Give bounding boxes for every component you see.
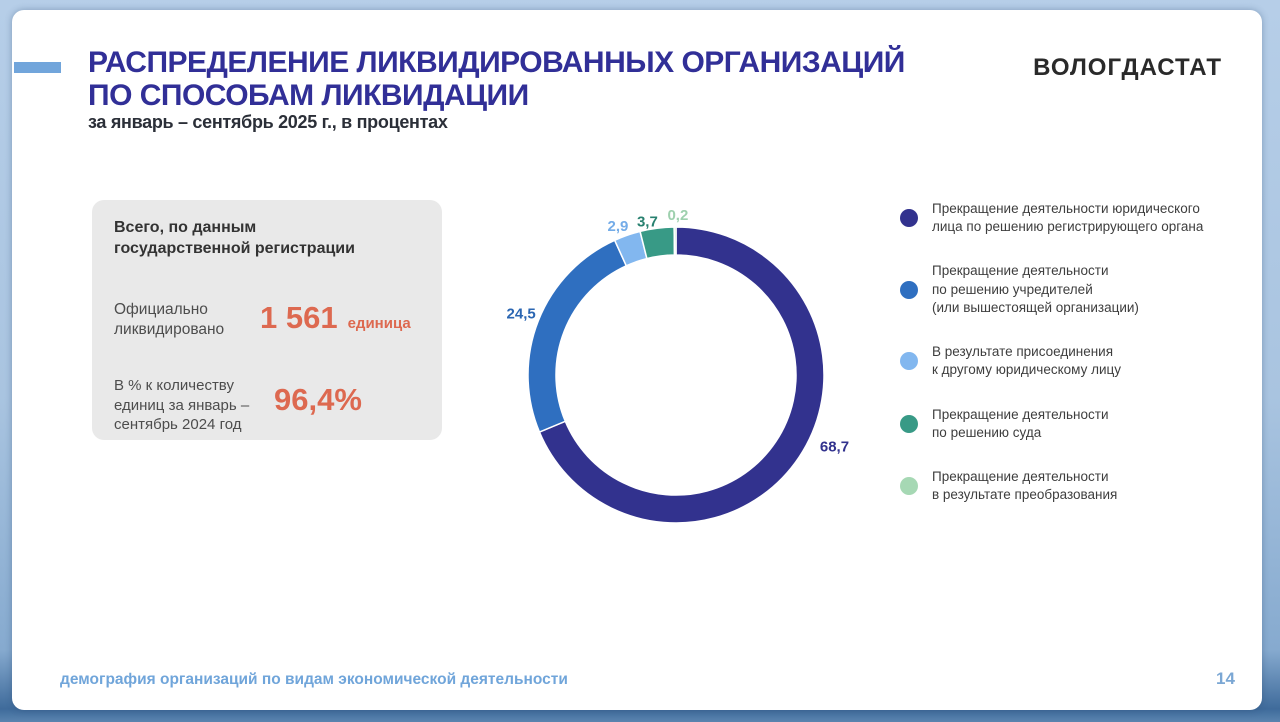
- accent-dash: [14, 62, 61, 73]
- legend-label: Прекращение деятельности по решению учре…: [932, 263, 1139, 315]
- legend-dot: [900, 414, 918, 433]
- legend-label: Прекращение деятельности юридического ли…: [932, 201, 1204, 235]
- donut-segment: [673, 226, 677, 256]
- page-title: РАСПРЕДЕЛЕНИЕ ЛИКВИДИРОВАННЫХ ОРГАНИЗАЦИ…: [88, 46, 918, 112]
- footer-text: демография организаций по видам экономич…: [60, 671, 568, 688]
- legend-label: Прекращение деятельности в результате пр…: [932, 468, 1118, 503]
- liquidated-label: Официально ликвидировано: [114, 301, 225, 339]
- legend-item: В результате присоединения к другому юри…: [900, 343, 1230, 379]
- liquidated-number: 1 561: [260, 300, 338, 335]
- liquidated-value: 1 561 единица: [260, 300, 411, 336]
- donut-value-label: 0,2: [667, 207, 688, 224]
- vologdastat-logo: ВОЛОГДАСТАТ: [1033, 54, 1222, 81]
- legend-dot: [900, 352, 918, 371]
- donut-value-label: 3,7: [637, 213, 658, 230]
- legend-item: Прекращение деятельности по решению суда: [900, 406, 1230, 442]
- page-number: 14: [1216, 669, 1235, 688]
- donut-segment: [527, 239, 628, 434]
- legend-label: Прекращение деятельности по решению суда: [932, 406, 1109, 440]
- summary-card-heading: Всего, по данным государственной регистр…: [114, 219, 355, 257]
- legend-label: В результате присоединения к другому юри…: [932, 344, 1121, 378]
- donut-svg: 68,7 24,5 2,9 3,7 0,2: [507, 207, 849, 524]
- page-subtitle: за январь – сентябрь 2025 г., в процента…: [88, 112, 448, 132]
- donut-value-label: 68,7: [820, 439, 849, 456]
- legend-dot: [900, 280, 918, 299]
- donut-segment: [639, 226, 676, 260]
- donut-chart: 68,7 24,5 2,9 3,7 0,2: [476, 175, 876, 575]
- page-title-line1: РАСПРЕДЕЛЕНИЕ ЛИКВИДИРОВАННЫХ ОРГАНИЗАЦИ…: [88, 46, 905, 79]
- summary-card: Всего, по данным государственной регистр…: [92, 200, 442, 440]
- legend-item: Прекращение деятельности по решению учре…: [900, 262, 1230, 317]
- legend-dot: [900, 477, 918, 496]
- legend-item: Прекращение деятельности в результате пр…: [900, 468, 1230, 504]
- legend-item: Прекращение деятельности юридического ли…: [900, 200, 1230, 236]
- legend-dot: [900, 209, 918, 228]
- donut-segment: [538, 226, 825, 524]
- percent-label: В % к количеству единиц за январь – сент…: [114, 377, 250, 433]
- percent-value: 96,4%: [274, 382, 362, 417]
- liquidated-unit: единица: [347, 315, 411, 332]
- donut-value-label: 2,9: [608, 218, 629, 235]
- chart-legend: Прекращение деятельности юридического ли…: [900, 200, 1230, 530]
- page-title-line2: ПО СПОСОБАМ ЛИКВИДАЦИИ: [88, 79, 529, 112]
- donut-value-label: 24,5: [507, 306, 536, 323]
